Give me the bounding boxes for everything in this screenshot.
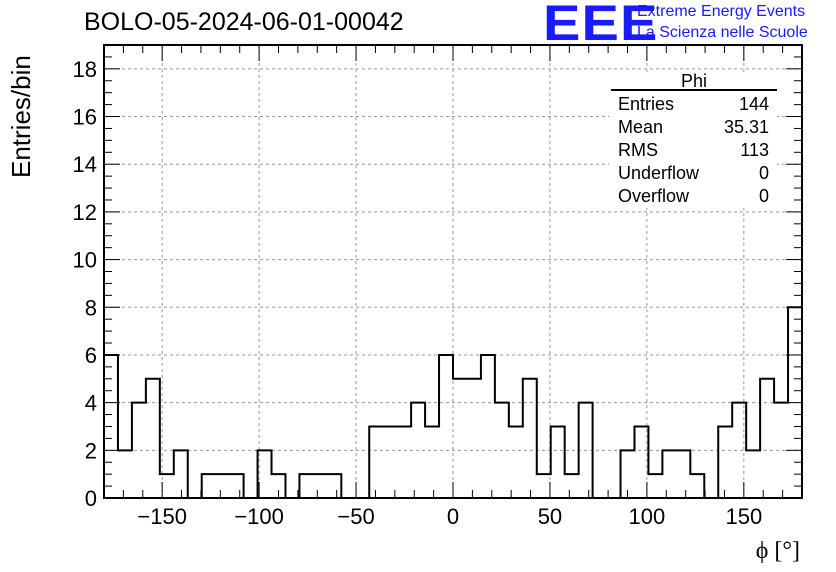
y-tick-label: 10: [73, 248, 97, 273]
x-tick-label: 0: [447, 504, 459, 529]
histogram-bin: [453, 379, 467, 498]
histogram-bin: [662, 450, 676, 498]
histogram-bin: [313, 474, 327, 498]
y-tick-label: 16: [73, 105, 97, 130]
histogram-bin: [411, 403, 425, 498]
histogram-bin: [258, 450, 272, 498]
histogram-bin: [327, 474, 341, 498]
histogram-bin: [425, 426, 439, 498]
histogram-bin: [774, 403, 788, 498]
x-tick-label: 50: [538, 504, 562, 529]
histogram-bin: [509, 426, 523, 498]
histogram-bin: [132, 403, 146, 498]
logo-caption-line2: La Scienza nelle Scuole: [637, 24, 808, 41]
histogram-bin: [202, 474, 216, 498]
eee-logo: EEE: [543, 0, 659, 51]
histogram-bin: [146, 379, 160, 498]
histogram-bin: [537, 474, 551, 498]
y-tick-label: 4: [85, 391, 97, 416]
histogram-bin: [369, 426, 383, 498]
histogram-bin: [481, 355, 495, 498]
stats-row-value: 0: [759, 163, 769, 183]
stats-row-label: RMS: [618, 140, 658, 160]
stats-box-title: Phi: [681, 71, 707, 91]
y-tick-label: 6: [85, 343, 97, 368]
x-axis-label: ϕ [°]: [756, 538, 800, 564]
histogram-bin: [634, 426, 648, 498]
histogram-bin: [746, 450, 760, 498]
x-tick-label: 150: [725, 504, 762, 529]
y-tick-label: 2: [85, 438, 97, 463]
histogram-bin: [174, 450, 188, 498]
y-tick-label: 8: [85, 295, 97, 320]
histogram-line: [103, 45, 803, 499]
run-title: BOLO-05-2024-06-01-00042: [84, 8, 404, 36]
x-tick-label: 100: [629, 504, 666, 529]
x-tick-label: −50: [337, 504, 374, 529]
stats-box: [609, 72, 777, 208]
y-tick-label: 12: [73, 200, 97, 225]
histogram-bin: [690, 474, 704, 498]
histogram-bin: [118, 450, 132, 498]
stats-row-label: Entries: [618, 94, 674, 114]
y-tick-label: 18: [73, 57, 97, 82]
y-tick-label: 0: [85, 486, 97, 511]
x-tick-label: −100: [234, 504, 284, 529]
histogram-bin: [718, 426, 732, 498]
stats-row-label: Mean: [618, 117, 663, 137]
histogram-bin: [565, 474, 579, 498]
histogram-bin: [397, 426, 411, 498]
histogram-bin: [648, 474, 662, 498]
y-axis-label: Entries/bin: [6, 55, 36, 178]
histogram-bin: [299, 474, 313, 498]
histogram-bin: [579, 403, 593, 498]
histogram-bin: [760, 379, 774, 498]
stats-row-value: 0: [759, 186, 769, 206]
histogram-bin: [467, 379, 481, 498]
histogram-bin: [439, 355, 453, 498]
y-tick-label: 14: [73, 152, 97, 177]
x-tick-label: −150: [137, 504, 187, 529]
stats-row-value: 113: [740, 140, 769, 160]
histogram-bin: [676, 450, 690, 498]
stats-row-label: Underflow: [618, 163, 700, 183]
histogram-bin: [495, 403, 509, 498]
histogram-bin: [523, 379, 537, 498]
histogram-bin: [383, 426, 397, 498]
stats-row-label: Overflow: [618, 186, 690, 206]
stats-row-value: 35.31: [724, 117, 769, 137]
histogram-bin: [551, 426, 565, 498]
logo-caption-line1: Extreme Energy Events: [637, 3, 806, 20]
stats-row-value: 144: [739, 94, 769, 114]
histogram-bin: [216, 474, 230, 498]
histogram-bin: [230, 474, 244, 498]
